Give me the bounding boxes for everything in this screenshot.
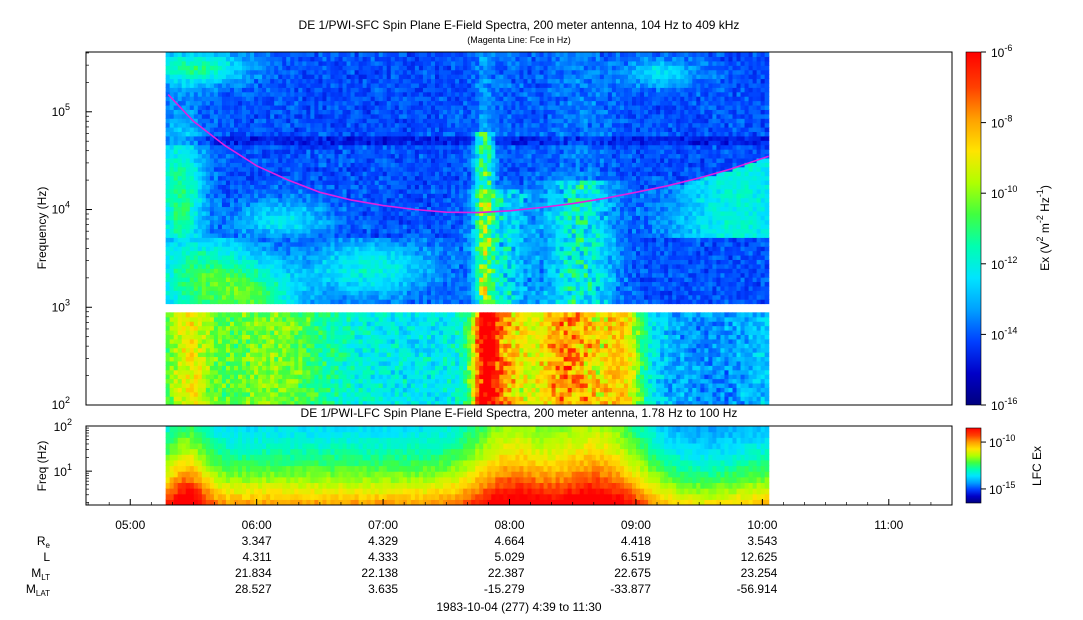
time-tick-label: 09:00 (621, 518, 651, 532)
sfc-colorbar-tick-label: 10-10 (991, 184, 1017, 201)
lfc-heatmap (165, 426, 770, 505)
sfc-colorbar-ticks: 10-6 10-8 10-10 10-12 10-14 10-16 (981, 43, 1017, 413)
ephemeris-value: 4.664 (494, 534, 524, 548)
time-tick-label: 11:00 (874, 518, 903, 532)
time-tick-label: 10:00 (747, 518, 777, 532)
time-range-caption: 1983-10-04 (277) 4:39 to 11:30 (436, 600, 602, 614)
lfc-panel: 101 102 Freq (Hz) 05:00 06:00 07:00 08:00 09:… (35, 417, 953, 532)
ephemeris-value: 23.254 (741, 566, 778, 580)
sfc-y-axis-ticks: 102 103 104 105 (52, 52, 92, 412)
ephemeris-value: -33.877 (610, 582, 651, 596)
ephemeris-value: 4.418 (621, 534, 651, 548)
sfc-subtitle: (Magenta Line: Fce in Hz) (467, 35, 571, 45)
ephemeris-value: 6.519 (621, 550, 651, 564)
lfc-y-axis-ticks: 101 102 (54, 417, 92, 504)
ephemeris-value: 22.138 (361, 566, 398, 580)
sfc-y-tick-label: 102 (52, 395, 70, 412)
lfc-y-axis-label: Freq (Hz) (35, 441, 49, 492)
ephemeris-value: -15.279 (484, 582, 525, 596)
lfc-colorbar-label: LFC Ex (1030, 446, 1044, 486)
sfc-colorbar-tick-label: 10-16 (991, 396, 1017, 413)
time-tick-label: 07:00 (368, 518, 398, 532)
fce-series-line (167, 94, 769, 214)
ephemeris-value: 28.527 (235, 582, 272, 596)
ephemeris-value: 12.625 (741, 550, 778, 564)
time-tick-label: 08:00 (495, 518, 525, 532)
lfc-y-tick-label: 101 (54, 462, 72, 479)
sfc-colorbar-tick-label: 10-8 (991, 114, 1012, 131)
ephemeris-value: 22.387 (488, 566, 525, 580)
ephemeris-value: 4.311 (243, 550, 272, 564)
time-tick-label: 05:00 (115, 518, 145, 532)
time-tick-label: 06:00 (242, 518, 272, 532)
ephemeris-row-label: Re (37, 534, 51, 550)
lfc-colorbar-ticks: 10-10 10-15 (981, 433, 1015, 497)
sfc-colorbar-tick-label: 10-12 (991, 255, 1017, 272)
lfc-title: DE 1/PWI-LFC Spin Plane E-Field Spectra,… (301, 406, 738, 420)
ephemeris-value: 3.635 (368, 582, 398, 596)
sfc-y-tick-label: 104 (52, 200, 70, 217)
ephemeris-table: Re 3.347 4.329 4.664 4.418 3.543 L 4.311 4.333 5.… (26, 534, 778, 598)
ephemeris-value: 22.675 (614, 566, 651, 580)
ephemeris-value: 5.029 (494, 550, 524, 564)
sfc-y-axis-label: Frequency (Hz) (35, 187, 49, 270)
ephemeris-row-label: MLAT (26, 582, 50, 598)
sfc-colorbar-label: Ex (V2 m-2 Hz-1) (1035, 185, 1052, 271)
time-axis: 05:00 06:00 07:00 08:00 09:00 10:00 11:00 (87, 499, 953, 532)
sfc-y-tick-label: 103 (52, 297, 70, 314)
ephemeris-value: 21.834 (235, 566, 272, 580)
ephemeris-row-label: MLT (31, 566, 50, 582)
lfc-colorbar-gradient (965, 427, 982, 504)
lfc-y-tick-label: 102 (54, 417, 72, 434)
lfc-colorbar-tick-label: 10-15 (989, 480, 1015, 497)
sfc-colorbar: 10-6 10-8 10-10 10-12 10-14 10-16 Ex (V2 m-2 … (965, 43, 1052, 413)
sfc-panel: 102 103 104 105 Frequency (Hz) (35, 51, 953, 412)
sfc-title: DE 1/PWI-SFC Spin Plane E-Field Spectra,… (299, 18, 740, 32)
sfc-y-tick-label: 105 (52, 102, 70, 119)
sfc-colorbar-tick-label: 10-14 (991, 325, 1017, 342)
ephemeris-value: -56.914 (737, 582, 778, 596)
sfc-heatmap (165, 52, 770, 405)
sfc-colorbar-gradient (965, 51, 982, 406)
ephemeris-value: 3.347 (242, 534, 272, 548)
ephemeris-value: 4.329 (368, 534, 398, 548)
lfc-colorbar: 10-10 10-15 LFC Ex (965, 427, 1044, 504)
ephemeris-value: 3.543 (747, 534, 777, 548)
ephemeris-value: 4.333 (368, 550, 398, 564)
lfc-colorbar-tick-label: 10-10 (989, 433, 1015, 450)
ephemeris-row-label: L (43, 550, 50, 564)
sfc-colorbar-tick-label: 10-6 (991, 43, 1012, 60)
